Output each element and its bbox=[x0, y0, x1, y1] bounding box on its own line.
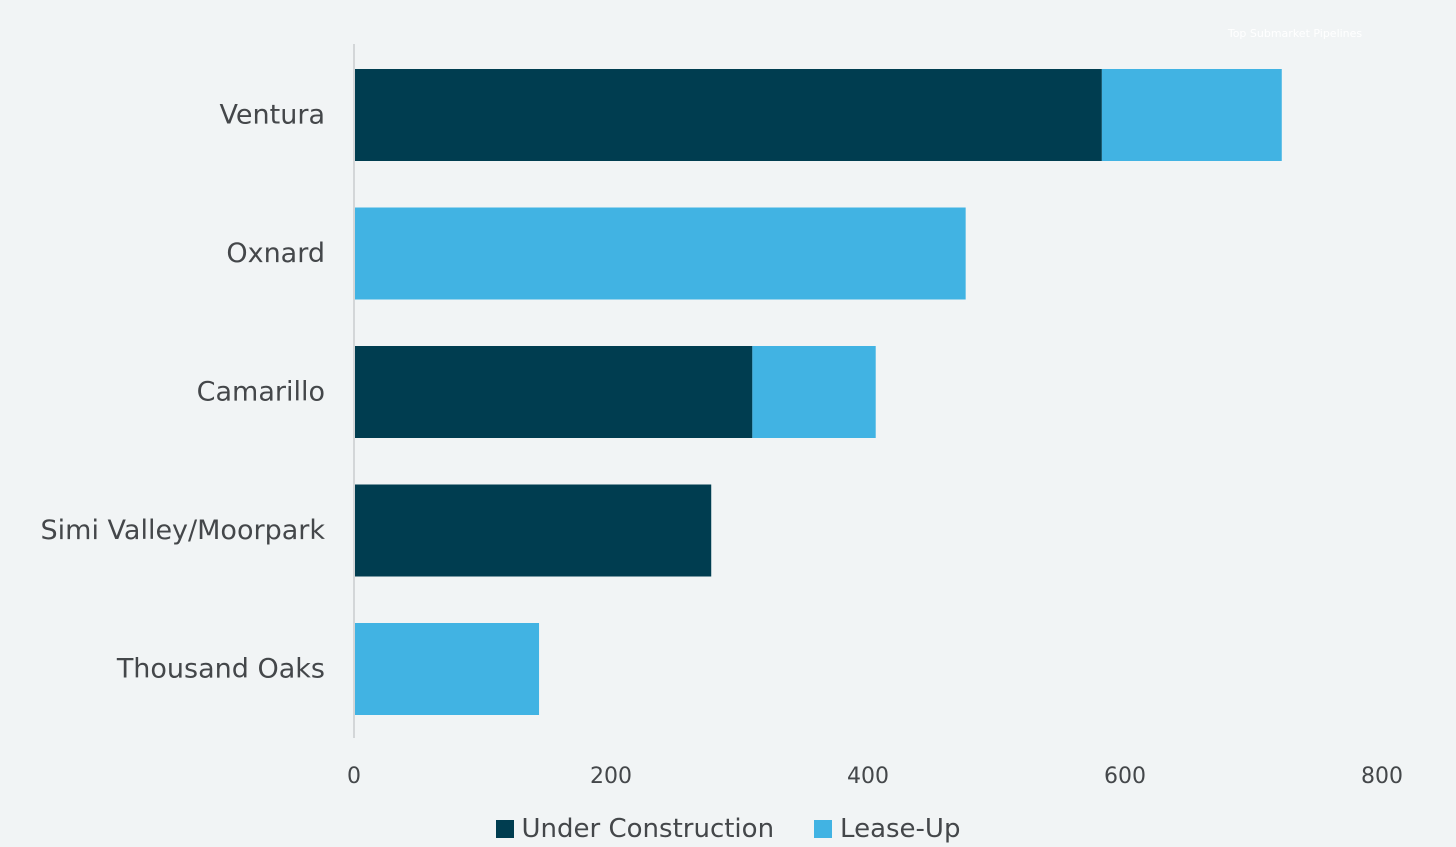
legend-item-lease-up: Lease-Up bbox=[814, 810, 960, 847]
category-label-camarillo: Camarillo bbox=[197, 377, 325, 408]
legend-item-under-construction: Under Construction bbox=[495, 810, 775, 847]
x-tick-label-0: 0 bbox=[347, 764, 361, 789]
x-tick-label-400: 400 bbox=[847, 764, 889, 789]
category-label-ventura: Ventura bbox=[220, 100, 325, 131]
x-tick-label-800: 800 bbox=[1361, 764, 1403, 789]
legend-swatch-lease-up bbox=[814, 820, 833, 838]
bar-oxnard-lease-up bbox=[354, 207, 966, 300]
bar-simi-valley-moorpark-under-construction bbox=[354, 484, 712, 577]
legend-swatch-under-construction bbox=[495, 820, 514, 838]
category-label-simi-valley-moorpark: Simi Valley/Moorpark bbox=[41, 515, 326, 546]
bar-camarillo-under-construction bbox=[354, 346, 753, 438]
legend-label-lease-up: Lease-Up bbox=[840, 814, 961, 844]
chart-title: Top Submarket Pipelines bbox=[1227, 27, 1363, 40]
category-label-thousand-oaks: Thousand Oaks bbox=[116, 654, 325, 685]
bars-layer bbox=[354, 69, 1282, 715]
legend-label-under-construction: Under Construction bbox=[521, 814, 775, 844]
x-axis-tick-labels: 0 200 400 600 800 bbox=[347, 764, 1403, 789]
x-tick-label-600: 600 bbox=[1104, 764, 1146, 789]
bar-camarillo-lease-up bbox=[752, 346, 876, 438]
category-label-oxnard: Oxnard bbox=[226, 238, 325, 269]
legend: Under Construction Lease-Up bbox=[0, 810, 1456, 847]
bar-ventura-under-construction bbox=[354, 69, 1102, 161]
x-tick-label-200: 200 bbox=[590, 764, 632, 789]
bar-thousand-oaks-lease-up bbox=[354, 623, 540, 715]
bar-ventura-lease-up bbox=[1101, 69, 1282, 161]
category-labels: Ventura Oxnard Camarillo Simi Valley/Moorpa… bbox=[41, 100, 326, 685]
